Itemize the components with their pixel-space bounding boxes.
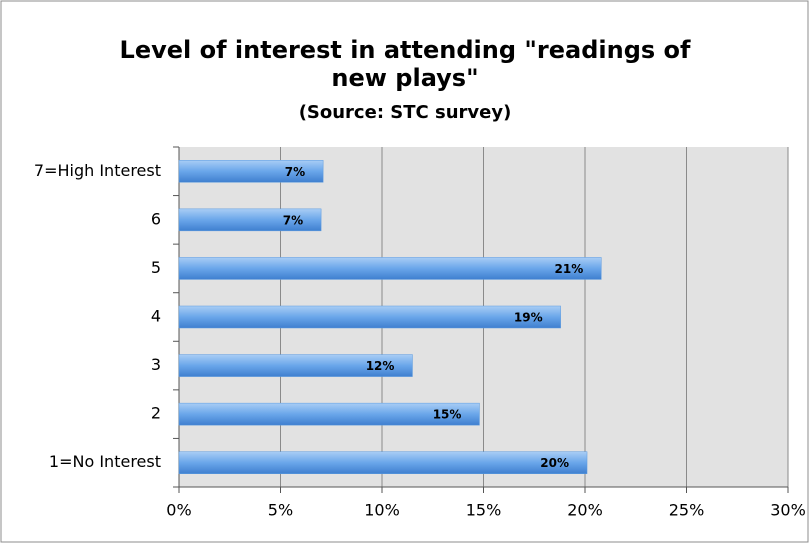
bar <box>178 354 413 377</box>
value-label: 20% <box>540 456 569 470</box>
y-tick-label: 5 <box>151 258 161 277</box>
y-tick-label: 3 <box>151 355 161 374</box>
value-label: 19% <box>514 311 543 325</box>
bar <box>178 160 324 183</box>
y-tick-label: 4 <box>151 307 161 326</box>
value-label: 15% <box>433 408 462 422</box>
value-label: 12% <box>366 359 395 373</box>
x-tick-label: 30% <box>770 501 806 520</box>
y-tick-label: 1=No Interest <box>49 452 161 471</box>
y-tick-label: 2 <box>151 404 161 423</box>
y-tick-label: 7=High Interest <box>34 161 161 180</box>
bar <box>178 305 561 329</box>
value-label: 21% <box>555 262 584 276</box>
x-tick-label: 10% <box>364 501 400 520</box>
x-tick-label: 25% <box>669 501 705 520</box>
value-label: 7% <box>285 165 305 179</box>
chart-subtitle: (Source: STC survey) <box>298 102 512 123</box>
bar <box>178 208 322 232</box>
x-tick-label: 0% <box>166 501 191 520</box>
y-tick-label: 6 <box>151 209 161 228</box>
x-tick-label: 5% <box>268 501 293 520</box>
bar <box>178 257 602 280</box>
x-tick-label: 15% <box>466 501 502 520</box>
chart-title: Level of interest in attending "readings… <box>119 36 691 92</box>
x-tick-label: 20% <box>567 501 603 520</box>
bar <box>178 451 588 474</box>
value-label: 7% <box>283 213 303 227</box>
bar <box>178 402 480 426</box>
